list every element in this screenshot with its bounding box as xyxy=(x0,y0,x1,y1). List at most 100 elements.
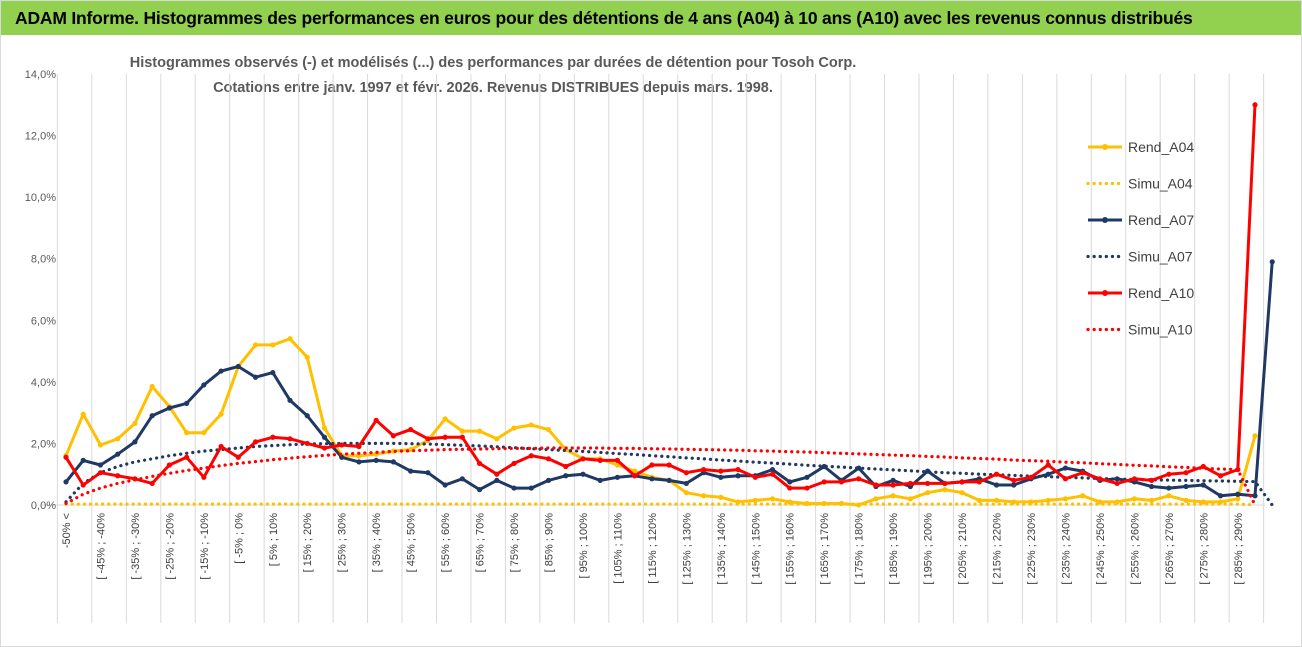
rend-a10-point xyxy=(97,470,104,476)
rend-a10-point xyxy=(821,479,827,485)
rend-a04-point xyxy=(1080,493,1086,499)
rend-a07-point xyxy=(390,459,397,465)
rend-a10-point xyxy=(942,480,948,487)
simu-a10-legend-label: Simu_A10 xyxy=(1128,322,1193,338)
rend-a04-point xyxy=(752,497,758,503)
rend-a07-point xyxy=(321,434,328,440)
rend-a07-point xyxy=(80,457,86,463)
rend-a04-point xyxy=(924,490,931,496)
rend-a07-point xyxy=(442,482,448,488)
simu-a07-legend-label: Simu_A07 xyxy=(1128,249,1193,265)
y-tick-label: 2,0% xyxy=(31,438,56,450)
x-tick-label: [ 25% ; 30% xyxy=(337,513,349,573)
rend-a10-point xyxy=(408,426,414,433)
y-tick-label: 10,0% xyxy=(25,192,56,204)
rend-a04-point xyxy=(511,425,517,431)
rend-a07-point xyxy=(769,466,776,473)
rend-a04-point xyxy=(873,496,879,502)
x-tick-label: [ 15% ; 20% xyxy=(302,513,314,573)
rend-a04-point xyxy=(132,420,138,427)
rend-a04-point xyxy=(218,411,224,417)
rend-a04-point xyxy=(149,383,155,390)
rend-a07-point xyxy=(356,459,362,465)
x-tick-label: [ 195% ; 200% xyxy=(923,513,935,585)
rend-a10-point xyxy=(1080,470,1086,476)
rend-a07-point xyxy=(683,480,689,487)
rend-a10-point xyxy=(873,482,879,488)
rend-a10-point xyxy=(321,445,328,451)
x-tick-label: [ -35% ; -30% xyxy=(130,513,142,580)
rend-a10-point xyxy=(390,433,397,439)
rend-a07-point xyxy=(1200,482,1206,488)
rend-a10-point xyxy=(924,480,931,487)
rend-a10-point xyxy=(769,471,776,477)
x-tick-label: [ 245% ; 250% xyxy=(1095,513,1107,585)
y-tick-label: 6,0% xyxy=(31,315,56,327)
rend-a04-point xyxy=(890,493,896,499)
rend-a04-point xyxy=(201,430,207,436)
rend-a10-point xyxy=(649,462,655,468)
rend-a10-point xyxy=(1097,476,1103,482)
rend-a07-point xyxy=(1183,483,1189,490)
rend-a07-point xyxy=(597,477,603,483)
rend-a04-point xyxy=(270,342,276,348)
rend-a10-point xyxy=(597,457,603,463)
x-tick-label: [ 105% ; 110% xyxy=(612,513,624,584)
rend-a07-point xyxy=(1149,483,1155,490)
rend-a10-point xyxy=(339,442,345,448)
rend-a04-point xyxy=(959,490,965,496)
rend-a10-point xyxy=(1166,471,1172,477)
x-tick-label: [ 85% ; 90% xyxy=(543,513,555,573)
x-tick-label: [ 225% ; 230% xyxy=(1026,513,1038,585)
x-tick-label: [ 65% ; 70% xyxy=(475,513,487,573)
rend-a04-point xyxy=(1131,496,1137,502)
rend-a10-point xyxy=(856,476,862,482)
rend-a07-point xyxy=(339,454,345,460)
rend-a10-point xyxy=(1045,462,1051,468)
rend-a07-point xyxy=(408,468,414,474)
x-tick-label: [ 145% ; 150% xyxy=(750,513,762,585)
rend-a10-legend-label: Rend_A10 xyxy=(1128,285,1194,301)
rend-a07-point xyxy=(1011,482,1017,488)
rend-a07-point xyxy=(649,476,655,482)
rend-a10-point xyxy=(666,462,672,468)
rend-a04-point xyxy=(683,490,689,496)
rend-a04-legend-label: Rend_A04 xyxy=(1128,139,1194,155)
rend-a10-point xyxy=(356,443,362,450)
rend-a10-point xyxy=(1149,477,1155,483)
rend-a04-point xyxy=(700,493,707,499)
rend-a10-point xyxy=(718,468,724,474)
rend-a10-point xyxy=(304,440,310,447)
x-tick-label: [ 205% ; 210% xyxy=(957,513,969,585)
rend-a04-point xyxy=(184,430,190,436)
x-tick-label: [ 275% ; 280% xyxy=(1198,513,1210,585)
rend-a07-point xyxy=(580,471,586,477)
rend-a10-point xyxy=(115,473,121,479)
rend-a07-legend-marker xyxy=(1102,217,1108,223)
rend-a10-point xyxy=(494,471,500,477)
rend-a10-point xyxy=(459,434,465,440)
rend-a07-point xyxy=(287,397,293,403)
rend-a07-point xyxy=(890,477,896,483)
rend-a10-point xyxy=(993,471,1000,477)
rend-a04-point xyxy=(632,468,638,474)
rend-a10-point xyxy=(1217,473,1224,479)
rend-a07-point xyxy=(218,368,224,374)
rend-a07-legend-label: Rend_A07 xyxy=(1128,212,1194,228)
x-tick-label: [ 125% ; 130% xyxy=(681,513,693,585)
x-tick-label: -50% < xyxy=(61,513,73,548)
rend-a04-point xyxy=(459,428,465,434)
rend-a04-point xyxy=(1062,496,1069,502)
x-tick-label: [ 115% ; 120% xyxy=(647,513,659,584)
rend-a07-point xyxy=(97,462,104,468)
rend-a10-point xyxy=(425,436,431,442)
rend-a04-point xyxy=(476,428,483,434)
rend-a07-point xyxy=(425,470,431,476)
chart-title-line-2: Cotations entre janv. 1997 et févr. 2026… xyxy=(213,80,773,96)
rend-a10-point xyxy=(787,485,793,491)
rend-a07-point xyxy=(666,477,672,483)
rend-a07-point xyxy=(614,474,621,480)
rend-a10-point xyxy=(1183,470,1189,476)
